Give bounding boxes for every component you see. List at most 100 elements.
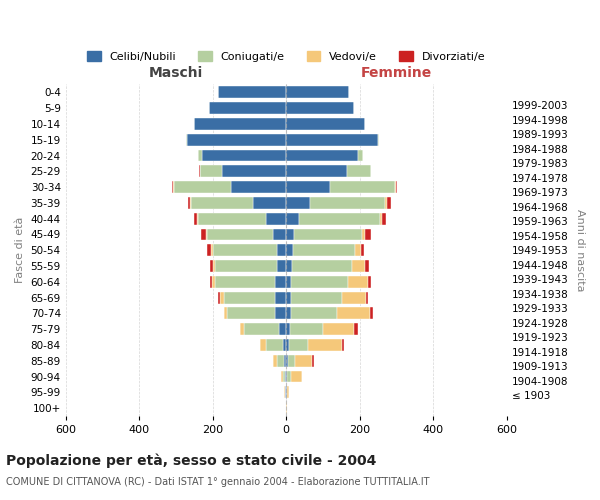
- Bar: [293, 244, 355, 256]
- Bar: [266, 339, 283, 351]
- Bar: [198, 212, 266, 224]
- Bar: [286, 118, 365, 130]
- Bar: [362, 228, 365, 240]
- Bar: [274, 228, 286, 240]
- Bar: [224, 308, 227, 320]
- Bar: [382, 212, 386, 224]
- Bar: [284, 386, 285, 398]
- Bar: [210, 276, 212, 287]
- Bar: [275, 292, 286, 304]
- Bar: [207, 228, 274, 240]
- Bar: [396, 181, 397, 193]
- Bar: [286, 308, 290, 320]
- Bar: [212, 260, 215, 272]
- Bar: [191, 197, 253, 209]
- Bar: [286, 260, 292, 272]
- Bar: [283, 370, 286, 382]
- Bar: [355, 244, 361, 256]
- Bar: [284, 355, 286, 366]
- Bar: [286, 134, 378, 145]
- Bar: [287, 370, 291, 382]
- Legend: Celibi/Nubili, Coniugati/e, Vedovi/e, Divorziati/e: Celibi/Nubili, Coniugati/e, Vedovi/e, Di…: [83, 47, 490, 66]
- Bar: [366, 292, 368, 304]
- Bar: [308, 339, 343, 351]
- Bar: [222, 166, 286, 177]
- Bar: [395, 181, 396, 193]
- Bar: [286, 102, 354, 114]
- Bar: [337, 308, 370, 320]
- Bar: [211, 244, 212, 256]
- Bar: [215, 276, 275, 287]
- Bar: [172, 181, 173, 193]
- Bar: [323, 323, 354, 335]
- Bar: [199, 166, 200, 177]
- Bar: [286, 244, 293, 256]
- Bar: [310, 197, 385, 209]
- Bar: [186, 134, 187, 145]
- Bar: [275, 308, 286, 320]
- Bar: [275, 276, 286, 287]
- Bar: [286, 86, 349, 99]
- Bar: [290, 323, 323, 335]
- Bar: [286, 402, 287, 414]
- Bar: [212, 244, 277, 256]
- Bar: [190, 197, 191, 209]
- Bar: [286, 166, 347, 177]
- Bar: [378, 134, 379, 145]
- Bar: [286, 150, 358, 162]
- Bar: [200, 166, 222, 177]
- Bar: [274, 355, 277, 366]
- Bar: [286, 228, 293, 240]
- Bar: [286, 197, 310, 209]
- Text: COMUNE DI CITTANOVA (RC) - Dati ISTAT 1° gennaio 2004 - Elaborazione TUTTITALIA.: COMUNE DI CITTANOVA (RC) - Dati ISTAT 1°…: [6, 477, 430, 487]
- Bar: [365, 228, 371, 240]
- Bar: [312, 355, 314, 366]
- Bar: [209, 102, 286, 114]
- Bar: [286, 292, 290, 304]
- Bar: [224, 292, 275, 304]
- Bar: [286, 339, 289, 351]
- Bar: [295, 355, 312, 366]
- Bar: [207, 244, 211, 256]
- Bar: [187, 134, 286, 145]
- Bar: [201, 228, 206, 240]
- Bar: [365, 260, 369, 272]
- Text: Femmine: Femmine: [361, 66, 432, 80]
- Bar: [260, 339, 266, 351]
- Bar: [173, 181, 174, 193]
- Bar: [347, 276, 368, 287]
- Bar: [352, 260, 365, 272]
- Bar: [291, 370, 302, 382]
- Bar: [286, 181, 331, 193]
- Y-axis label: Anni di nascita: Anni di nascita: [575, 209, 585, 292]
- Bar: [288, 355, 295, 366]
- Bar: [212, 276, 215, 287]
- Bar: [387, 197, 391, 209]
- Text: Popolazione per età, sesso e stato civile - 2004: Popolazione per età, sesso e stato civil…: [6, 454, 376, 468]
- Bar: [290, 308, 337, 320]
- Bar: [218, 292, 220, 304]
- Bar: [231, 181, 286, 193]
- Bar: [281, 370, 283, 382]
- Bar: [370, 308, 373, 320]
- Bar: [277, 244, 286, 256]
- Bar: [283, 339, 286, 351]
- Y-axis label: Fasce di età: Fasce di età: [15, 217, 25, 284]
- Bar: [286, 370, 287, 382]
- Bar: [174, 181, 231, 193]
- Bar: [342, 292, 366, 304]
- Bar: [292, 260, 352, 272]
- Bar: [188, 197, 190, 209]
- Bar: [385, 197, 387, 209]
- Bar: [287, 386, 289, 398]
- Bar: [220, 292, 224, 304]
- Bar: [358, 150, 364, 162]
- Bar: [210, 260, 212, 272]
- Bar: [293, 228, 362, 240]
- Bar: [285, 386, 286, 398]
- Bar: [198, 150, 202, 162]
- Bar: [343, 339, 344, 351]
- Bar: [202, 150, 286, 162]
- Bar: [244, 323, 279, 335]
- Bar: [290, 276, 347, 287]
